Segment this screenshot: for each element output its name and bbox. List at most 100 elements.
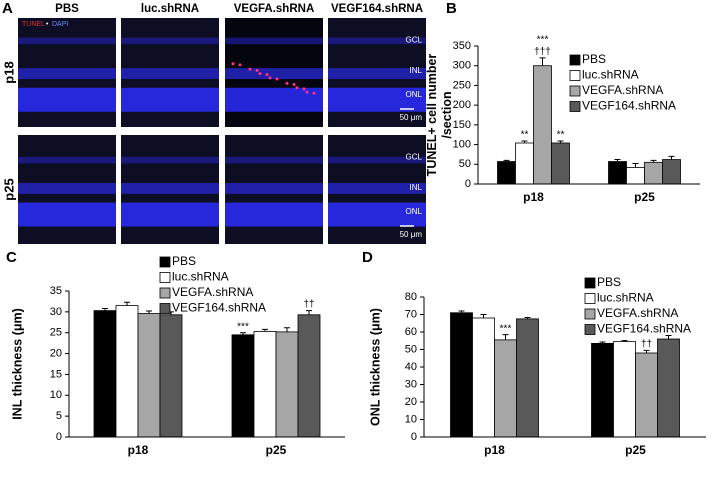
significance: ***: [537, 34, 549, 45]
error-bar: [557, 140, 564, 143]
bar: [626, 167, 645, 185]
error-bar: [503, 159, 510, 162]
scale-label: 50 μm: [400, 230, 423, 239]
retina-layer: [121, 182, 219, 194]
legend-swatch: [584, 277, 596, 289]
legend-dapi: DAPI: [52, 21, 68, 28]
tunel-cell: [268, 76, 272, 80]
retina-layer: [225, 37, 323, 45]
panel-label: C: [6, 249, 17, 266]
retina-layer: [121, 37, 219, 45]
legend-swatch: [159, 303, 171, 314]
legend-swatch: [569, 70, 581, 81]
retina-layer: [225, 68, 323, 80]
retina-layer: [225, 156, 323, 164]
error-bar: [502, 334, 509, 340]
y-axis-label: /section: [440, 91, 454, 138]
retina-layer: [18, 202, 116, 227]
error-bar: [632, 162, 639, 168]
bar: [450, 312, 473, 438]
bar: [591, 342, 614, 438]
tunel-cell: [258, 72, 262, 76]
bar: [494, 339, 517, 438]
retina-layer: [328, 182, 426, 194]
legend-swatch: [159, 272, 171, 283]
x-tick-label: p25: [625, 443, 646, 457]
legend-label: VEGFA.shRNA: [582, 83, 663, 97]
panel-label: A: [2, 0, 13, 17]
retina-layer: [121, 202, 219, 227]
legend-label: PBS: [172, 254, 196, 268]
y-tick-label: 100: [453, 138, 471, 150]
legend-label: luc.shRNA: [172, 270, 229, 284]
y-tick-label: 5: [56, 410, 62, 422]
layer-label: GCL: [406, 36, 423, 45]
tunel-cell: [238, 63, 242, 67]
tunel-cell: [295, 86, 299, 90]
error-bar: [240, 332, 246, 335]
legend-label: VEGF164.shRNA: [582, 99, 676, 113]
legend-swatch: [584, 324, 596, 335]
retina-layer: [18, 182, 116, 194]
y-tick-label: 50: [459, 158, 471, 170]
legend-swatch: [159, 256, 171, 268]
legend-swatch: [569, 54, 581, 66]
y-axis-label: INL thickness (μm): [10, 308, 24, 420]
retina-layer: [18, 37, 116, 45]
error-bar: [668, 155, 675, 160]
retina-layer: [225, 202, 323, 227]
y-tick-label: 150: [453, 119, 471, 131]
panel-label: B: [446, 0, 457, 17]
significance: **: [521, 130, 529, 141]
column-label: PBS: [55, 3, 79, 15]
error-bar: [124, 301, 130, 306]
y-tick-label: 50: [405, 343, 417, 355]
legend-label: VEGFA.shRNA: [597, 306, 678, 320]
y-tick-label: 0: [56, 431, 62, 443]
bar: [472, 317, 495, 438]
bar: [644, 161, 663, 185]
error-bar: [524, 316, 531, 319]
legend-swatch: [584, 308, 596, 320]
tunel-cell: [302, 87, 306, 91]
column-label: luc.shRNA: [141, 3, 199, 15]
tunel-cell: [255, 68, 259, 72]
retina-layer: [121, 68, 219, 80]
legend-swatch: [584, 293, 596, 304]
y-tick-label: 30: [50, 306, 62, 318]
retina-layer: [18, 68, 116, 80]
legend-tunel: TUNEL: [22, 21, 45, 28]
bar: [613, 341, 636, 438]
retina-layer: [328, 202, 426, 227]
scale-label: 50 μm: [400, 113, 423, 122]
error-bar: [650, 159, 657, 163]
error-bar: [480, 314, 487, 318]
x-tick-label: p25: [266, 443, 287, 457]
bar: [253, 331, 277, 438]
layer-label: ONL: [406, 90, 423, 99]
significance: ***: [237, 321, 249, 332]
retina-layer: [121, 156, 219, 164]
tunel-cell: [248, 67, 252, 71]
y-tick-label: 0: [411, 431, 417, 443]
y-tick-label: 80: [405, 291, 417, 303]
bar: [231, 334, 255, 438]
retina-layer: [225, 87, 323, 112]
error-bar: [599, 341, 606, 344]
tunel-cell: [275, 77, 279, 81]
legend-label: PBS: [582, 52, 606, 66]
bar: [497, 161, 516, 185]
bar: [275, 331, 299, 438]
significance: †††: [534, 46, 551, 57]
y-tick-label: 0: [465, 178, 471, 190]
x-tick-label: p18: [128, 443, 149, 457]
error-bar: [665, 335, 672, 339]
legend-swatch: [159, 287, 171, 299]
y-tick-label: 10: [50, 389, 62, 401]
x-tick-label: p18: [523, 190, 544, 204]
bar: [159, 314, 183, 438]
retina-layer: [225, 182, 323, 194]
error-bar: [306, 310, 312, 315]
legend-label: VEGFA.shRNA: [172, 285, 253, 299]
